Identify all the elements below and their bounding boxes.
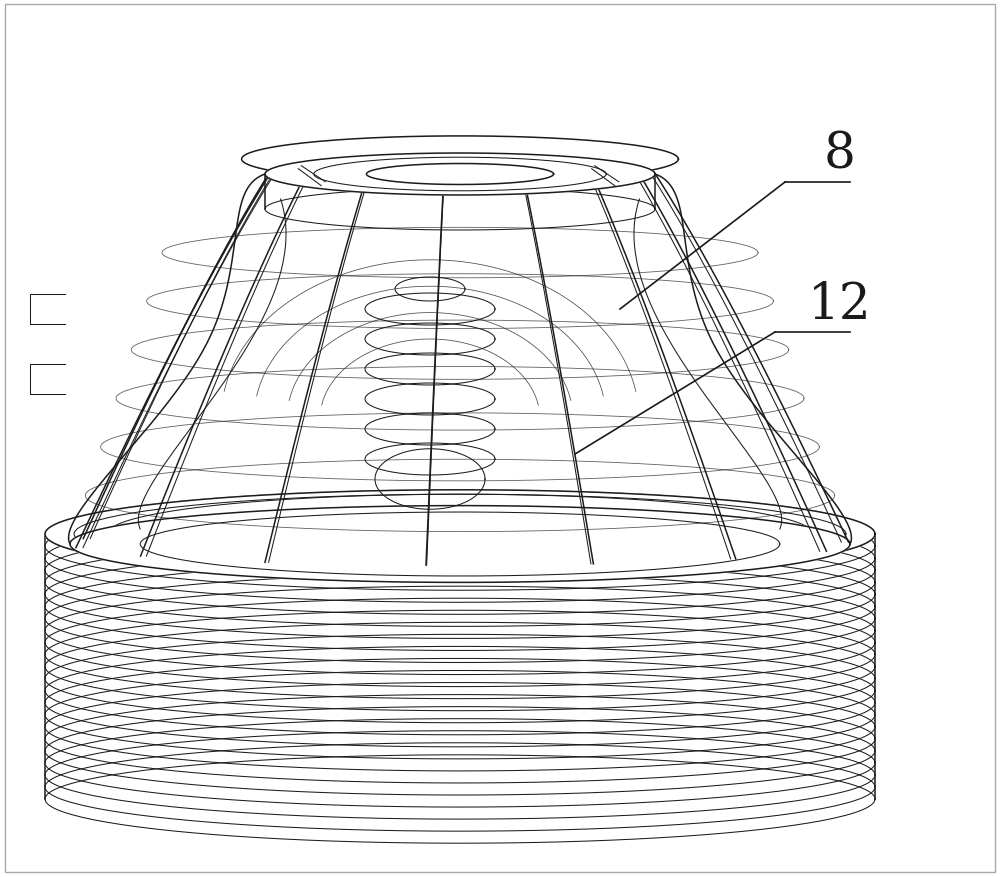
Polygon shape bbox=[366, 164, 554, 185]
Polygon shape bbox=[242, 137, 678, 183]
Polygon shape bbox=[45, 490, 875, 579]
Text: 8: 8 bbox=[824, 130, 856, 180]
Polygon shape bbox=[70, 506, 850, 582]
Text: 12: 12 bbox=[808, 280, 872, 330]
Polygon shape bbox=[265, 153, 655, 196]
